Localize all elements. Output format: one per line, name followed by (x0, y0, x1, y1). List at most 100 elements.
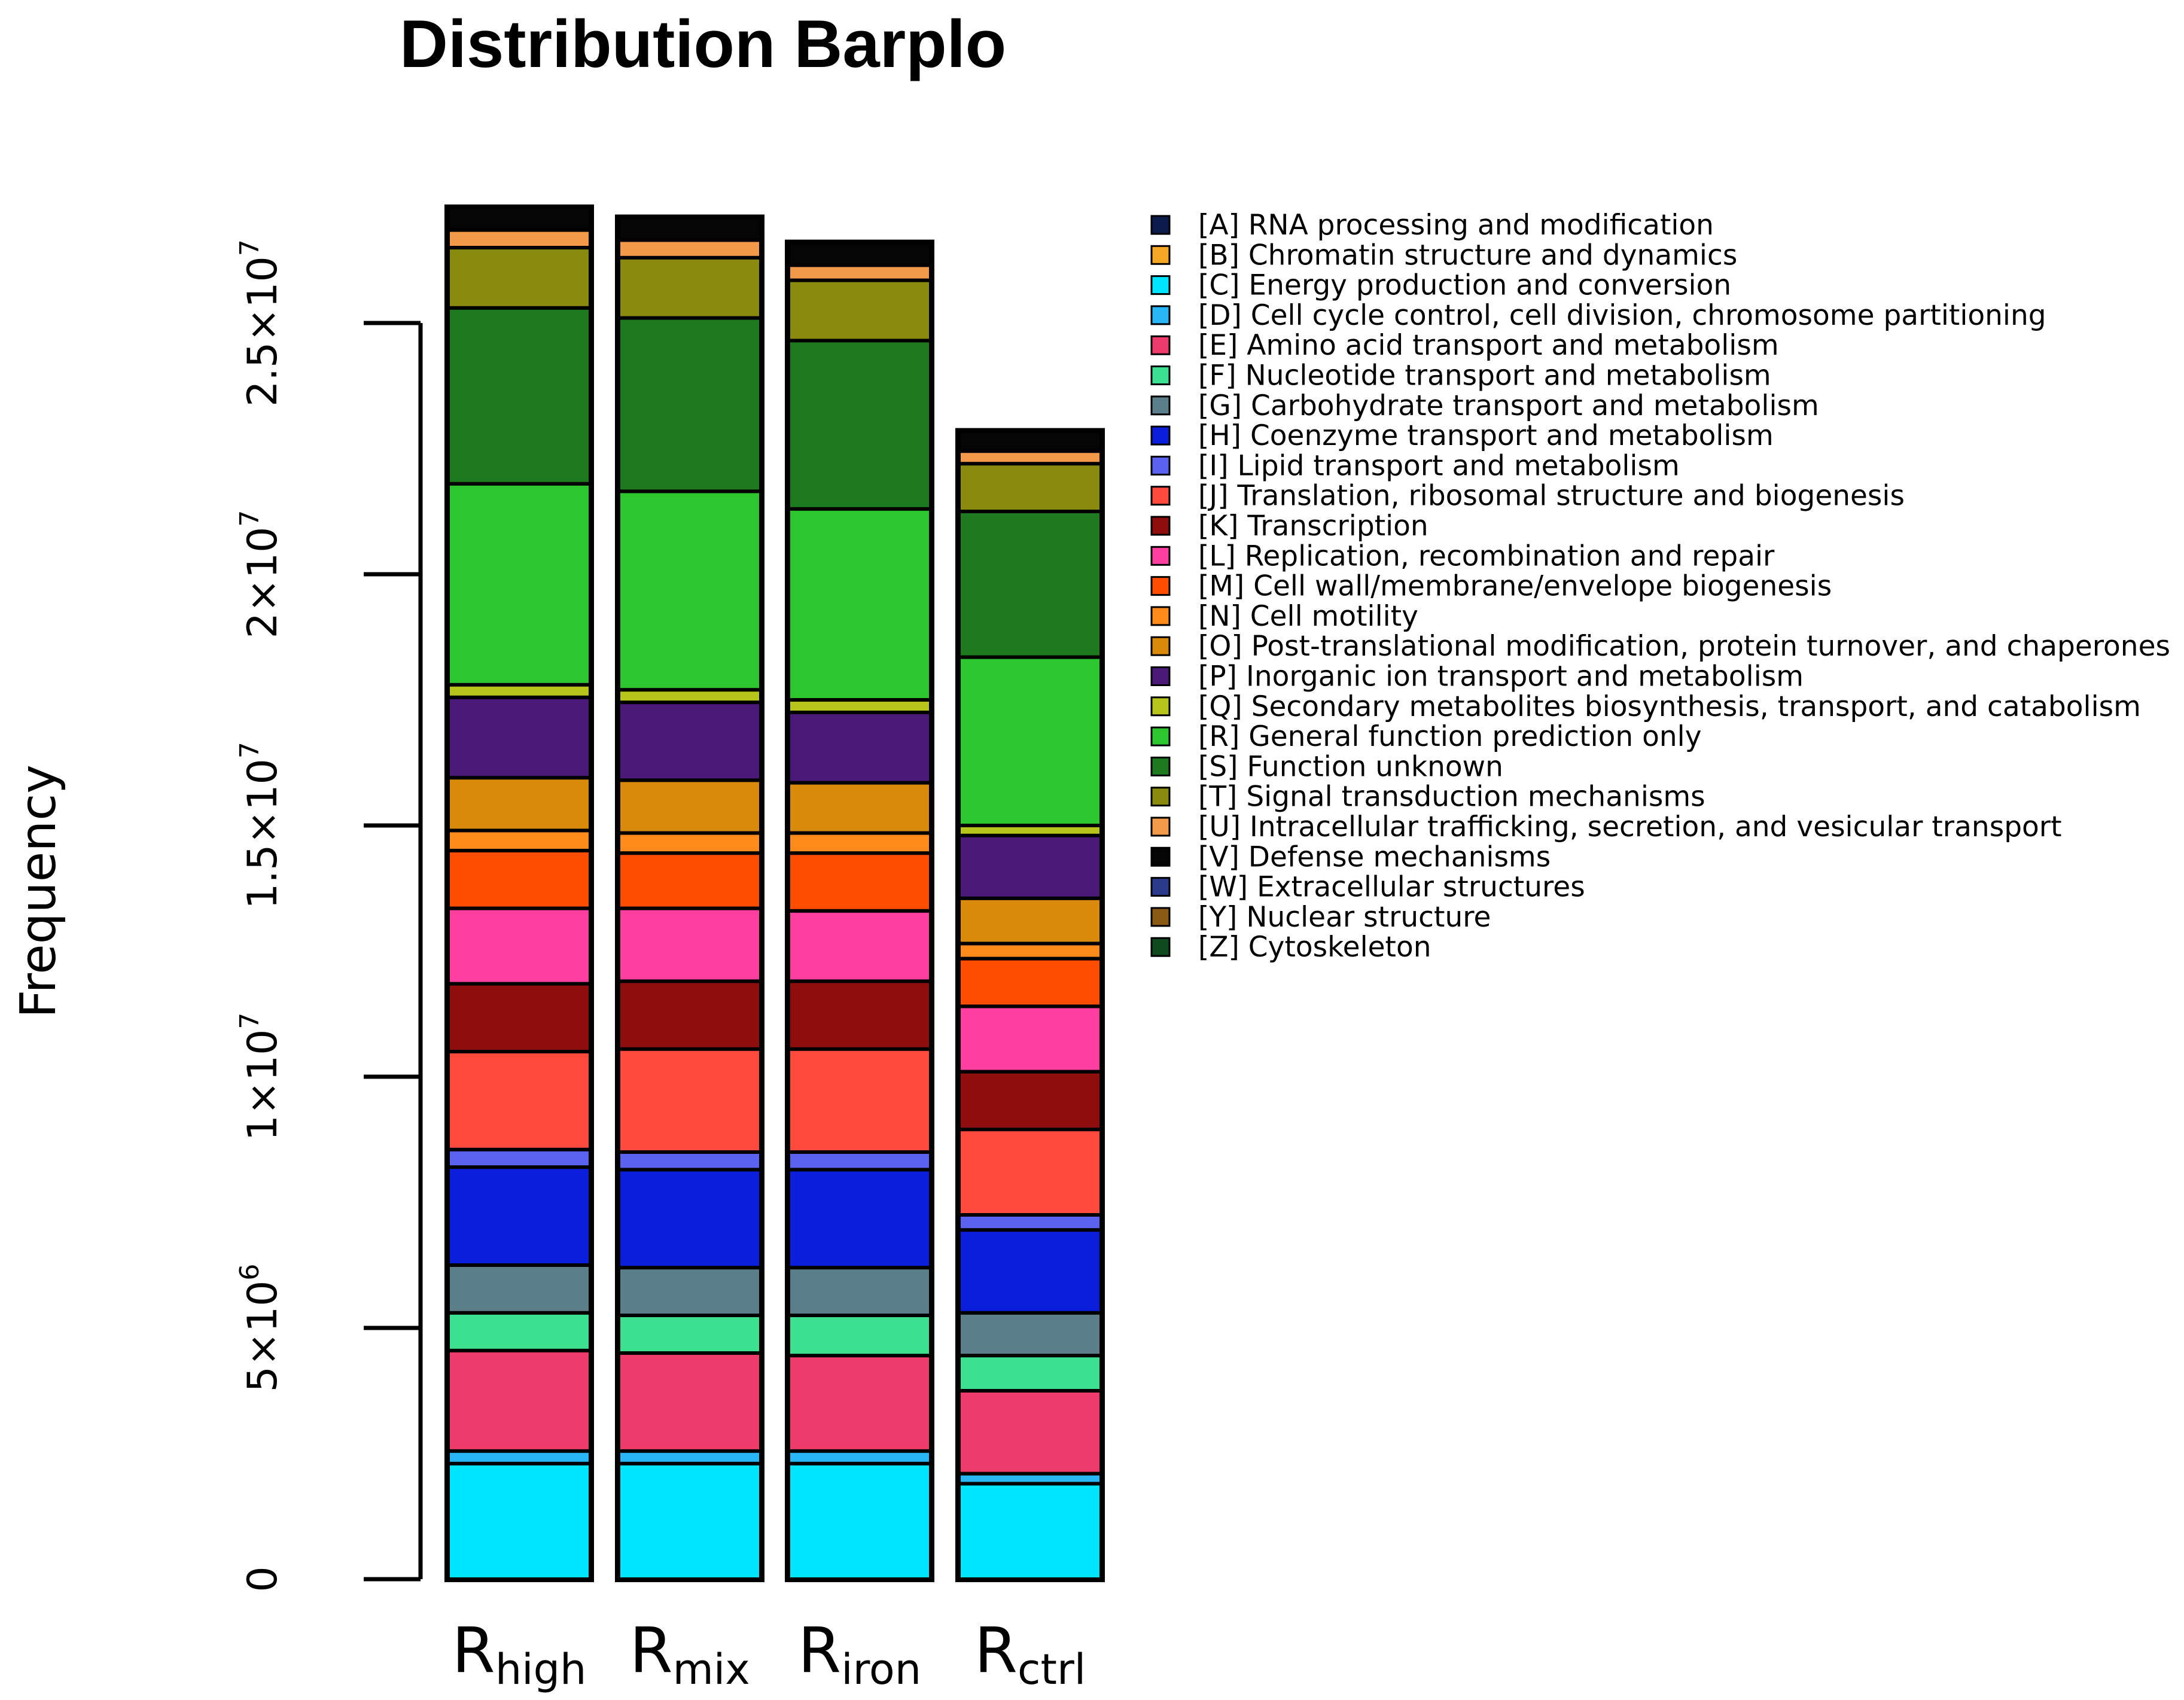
bar-segment (961, 945, 1099, 957)
y-tick-label: 5×106 (234, 1264, 287, 1393)
bar-segment (620, 1465, 759, 1577)
legend-label: [M] Cell wall/membrane/envelope biogenes… (1198, 570, 1832, 603)
legend-label: [Z] Cytoskeleton (1198, 931, 1431, 964)
legend-label: [R] General function prediction only (1198, 720, 1702, 753)
bar-segment (961, 513, 1099, 656)
bar-segment (450, 1151, 589, 1166)
legend-label: [S] Function unknown (1198, 750, 1503, 783)
bar-segment (450, 209, 589, 229)
y-axis-label: Frequency (10, 764, 67, 1018)
bar-segment (450, 985, 589, 1050)
x-category-label: Rctrl (974, 1614, 1086, 1694)
bar-segment (620, 242, 759, 256)
legend-label: [D] Cell cycle control, cell division, c… (1198, 299, 2046, 332)
legend-label: [U] Intracellular trafficking, secretion… (1198, 811, 2062, 843)
legend-swatch (1150, 787, 1171, 807)
bar-segment (790, 1050, 929, 1150)
legend-label: [E] Amino acid transport and metabolism (1198, 329, 1779, 362)
bar-segment (961, 1393, 1099, 1472)
legend-swatch (1150, 606, 1171, 626)
bar-segment (790, 714, 929, 781)
bar-segment (620, 259, 759, 316)
bar-segment (790, 1269, 929, 1314)
legend-label: [N] Cell motility (1198, 600, 1418, 633)
legend-swatch (1150, 666, 1171, 686)
legend-label: [I] Lipid transport and metabolism (1198, 449, 1680, 482)
bar-segment (961, 1217, 1099, 1229)
legend-swatch (1150, 907, 1171, 927)
bar-segment (450, 1053, 589, 1148)
bar-segment (620, 983, 759, 1047)
legend-label: [Q] Secondary metabolites biosynthesis, … (1198, 690, 2141, 723)
x-category-label: Rhigh (452, 1614, 587, 1694)
bar-segment (961, 1357, 1099, 1389)
bar-segment (790, 912, 929, 980)
legend-swatch (1150, 756, 1171, 776)
legend-swatch (1150, 937, 1171, 957)
bar-segment (620, 1452, 759, 1462)
legend-swatch (1150, 636, 1171, 656)
legend-swatch (1150, 546, 1171, 566)
legend-swatch (1150, 726, 1171, 747)
y-tick-label: 0 (239, 1566, 287, 1592)
legend-label: [C] Energy production and conversion (1198, 269, 1731, 302)
bar-segment (961, 1232, 1099, 1311)
chart-title: Distribution Barplo (400, 7, 1006, 81)
legend-label: [J] Translation, ribosomal structure and… (1198, 480, 1905, 513)
y-tick-label: 2.5×107 (234, 239, 287, 407)
legend-label: [G] Carbohydrate transport and metabolis… (1198, 389, 1819, 422)
y-tick-label: 1×107 (234, 1013, 287, 1141)
y-tick-label: 1.5×107 (234, 742, 287, 909)
legend-swatch (1150, 516, 1171, 536)
legend-swatch (1150, 365, 1171, 385)
bar-segment (961, 960, 1099, 1005)
legend-label: [V] Defense mechanisms (1198, 840, 1551, 873)
bar-segment (961, 1008, 1099, 1070)
bar-segment (620, 691, 759, 701)
bar-segment (790, 282, 929, 339)
bar-segment (450, 485, 589, 683)
legend-label: [K] Transcription (1198, 510, 1428, 543)
bar-segment (450, 1352, 589, 1449)
legend-swatch (1150, 215, 1171, 235)
bar-segment (790, 1317, 929, 1354)
bar-segment (790, 784, 929, 831)
bar-segment (450, 1465, 589, 1577)
bar-segment (450, 1314, 589, 1349)
bar-segment (620, 219, 759, 239)
legend-swatch (1150, 245, 1171, 265)
bar-segment (620, 1171, 759, 1266)
legend-label: [O] Post-translational modification, pro… (1198, 630, 2170, 663)
legend-swatch (1150, 395, 1171, 416)
legend-swatch (1150, 696, 1171, 717)
bar-segment (620, 1154, 759, 1168)
bar-segment (961, 1485, 1099, 1577)
bar-segment (961, 837, 1099, 897)
bar-segment (790, 1357, 929, 1449)
legend-label: [Y] Nuclear structure (1198, 901, 1491, 934)
bar-segment (450, 1169, 589, 1263)
bar-segment (620, 1317, 759, 1351)
x-category-label: Rmix (629, 1614, 750, 1694)
legend-swatch (1150, 455, 1171, 476)
bar-segment (790, 702, 929, 711)
legend-label: [B] Chromatin structure and dynamics (1198, 239, 1737, 272)
bar-segment (620, 910, 759, 980)
bar-segment (620, 704, 759, 779)
bar-segment (790, 510, 929, 698)
legend: [A] RNA processing and modification[B] C… (1150, 209, 2170, 964)
legend-swatch (1150, 846, 1171, 867)
bar-segment (790, 1452, 929, 1462)
bar-segment (961, 1073, 1099, 1128)
bar-segment (961, 465, 1099, 510)
bar-segment (790, 342, 929, 507)
legend-swatch (1150, 335, 1171, 355)
y-tick-label: 2×107 (234, 510, 287, 639)
bar-segment (450, 231, 589, 246)
x-category-label: Riron (798, 1614, 921, 1694)
bar-segment (450, 249, 589, 306)
bar-segment (961, 453, 1099, 462)
legend-swatch (1150, 425, 1171, 446)
legend-swatch (1150, 576, 1171, 596)
